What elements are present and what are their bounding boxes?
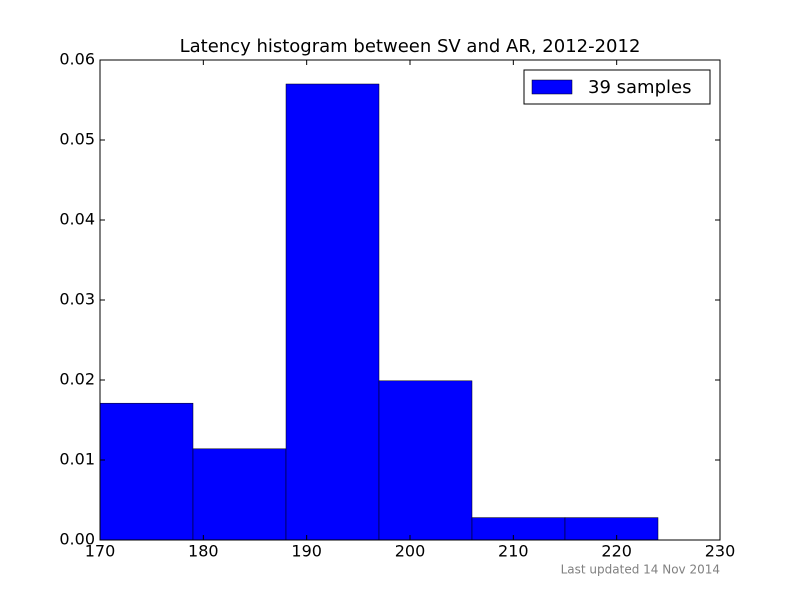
x-tick-label: 170 — [85, 542, 116, 561]
x-tick-label: 220 — [601, 542, 632, 561]
bar — [99, 402, 194, 541]
chart-title: Latency histogram between SV and AR, 201… — [180, 36, 641, 57]
y-tick-label: 0.00 — [59, 530, 95, 549]
y-tick-label: 0.01 — [59, 450, 95, 469]
bar — [192, 448, 287, 541]
bar — [564, 517, 659, 541]
bar — [471, 517, 566, 541]
x-tick-label: 200 — [395, 542, 426, 561]
y-tick-label: 0.05 — [59, 130, 95, 149]
footnote: Last updated 14 Nov 2014 — [561, 563, 720, 577]
y-tick-label: 0.02 — [59, 370, 95, 389]
y-tick-label: 0.06 — [59, 50, 95, 69]
x-tick-label: 190 — [291, 542, 322, 561]
y-tick-label: 0.03 — [59, 290, 95, 309]
x-tick-label: 230 — [705, 542, 736, 561]
bar — [378, 380, 473, 541]
legend-label: 39 samples — [588, 77, 691, 98]
y-tick-label: 0.04 — [59, 210, 95, 229]
x-tick-label: 180 — [188, 542, 219, 561]
bar — [285, 83, 380, 541]
legend-swatch — [531, 79, 573, 95]
x-tick-label: 210 — [498, 542, 529, 561]
